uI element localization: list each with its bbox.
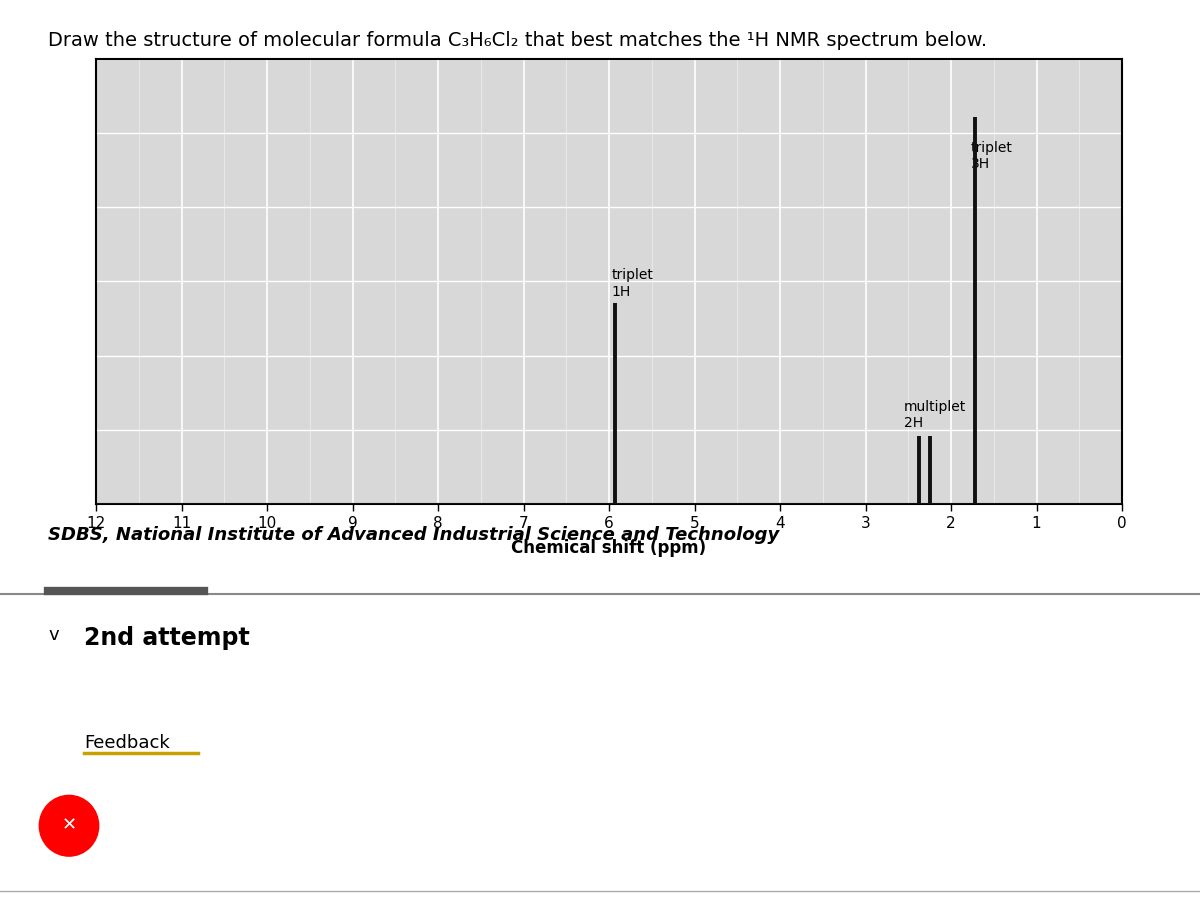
Text: v: v xyxy=(48,626,59,644)
Text: multiplet
2H: multiplet 2H xyxy=(904,400,966,430)
Text: triplet
3H: triplet 3H xyxy=(971,140,1013,171)
Text: SDBS, National Institute of Advanced Industrial Science and Technology: SDBS, National Institute of Advanced Ind… xyxy=(48,526,779,544)
Text: Feedback: Feedback xyxy=(84,734,169,752)
Text: ✕: ✕ xyxy=(61,817,77,835)
Text: 2nd attempt: 2nd attempt xyxy=(84,626,250,650)
X-axis label: Chemical shift (ppm): Chemical shift (ppm) xyxy=(511,539,707,557)
Circle shape xyxy=(40,796,98,856)
Text: triplet
1H: triplet 1H xyxy=(612,268,654,299)
Text: Draw the structure of molecular formula C₃H₆Cl₂ that best matches the ¹H NMR spe: Draw the structure of molecular formula … xyxy=(48,32,988,50)
